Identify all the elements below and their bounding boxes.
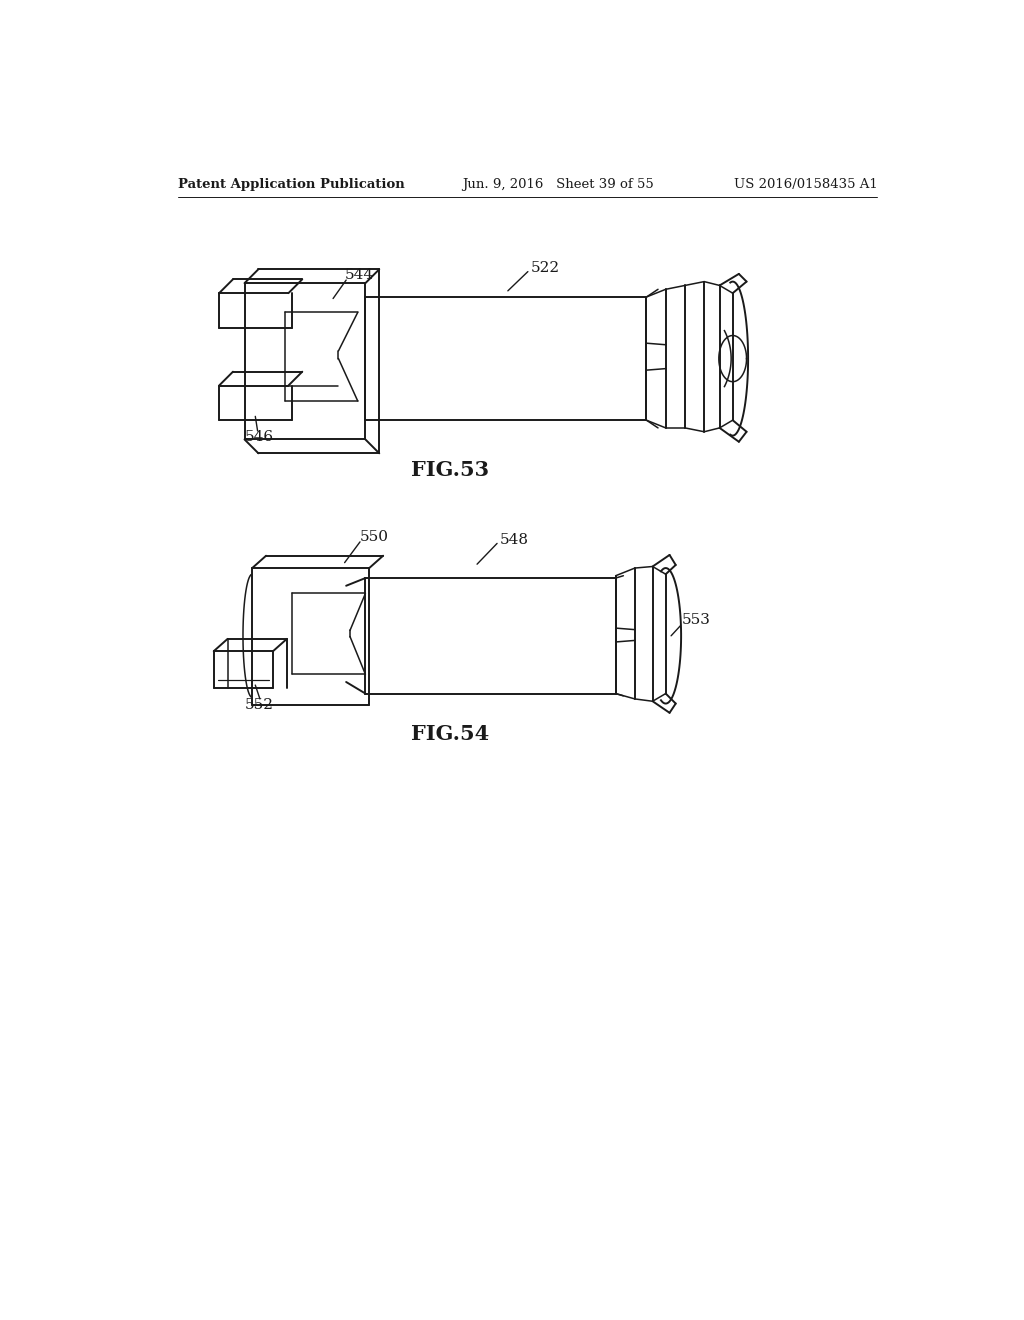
Text: US 2016/0158435 A1: US 2016/0158435 A1 bbox=[734, 178, 878, 191]
Text: Jun. 9, 2016   Sheet 39 of 55: Jun. 9, 2016 Sheet 39 of 55 bbox=[462, 178, 653, 191]
Text: 550: 550 bbox=[360, 531, 389, 544]
Text: 552: 552 bbox=[245, 698, 273, 711]
Text: 548: 548 bbox=[500, 532, 529, 546]
Text: 553: 553 bbox=[682, 614, 711, 627]
Text: FIG.54: FIG.54 bbox=[411, 725, 489, 744]
Text: 522: 522 bbox=[531, 261, 560, 275]
Text: 546: 546 bbox=[245, 430, 273, 444]
Text: FIG.53: FIG.53 bbox=[411, 461, 489, 480]
Text: Patent Application Publication: Patent Application Publication bbox=[178, 178, 406, 191]
Text: 544: 544 bbox=[345, 268, 374, 282]
